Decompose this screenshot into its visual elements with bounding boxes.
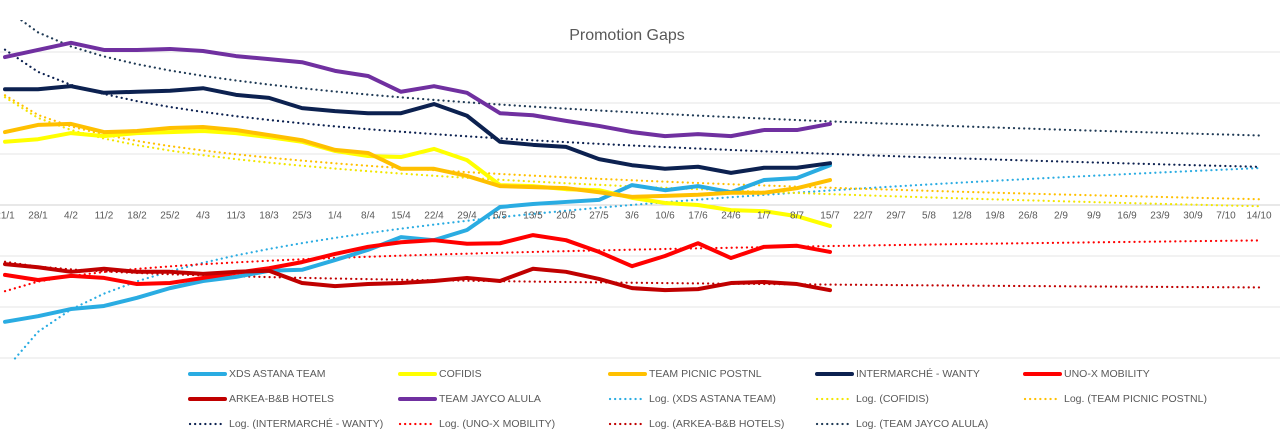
x-tick-label: 24/6 (721, 211, 741, 222)
x-tick-label: 11/3 (227, 211, 246, 222)
x-tick-label: 28/1 (28, 211, 48, 222)
x-tick-label: 23/9 (1150, 211, 1170, 222)
x-tick-label: 29/4 (457, 211, 477, 222)
series-line (3, 233, 832, 287)
x-tick-label: 21/1 (0, 211, 15, 222)
x-tick-label: 11/2 (95, 211, 114, 222)
x-tick-label: 19/8 (985, 211, 1005, 222)
x-tick-label: 20/5 (556, 211, 576, 222)
legend-label: INTERMARCHÉ - WANTY (856, 367, 980, 380)
legend-label: Log. (INTERMARCHÉ - WANTY) (229, 417, 383, 430)
trendline (12, 167, 1261, 360)
x-tick-label: 5/8 (922, 211, 936, 222)
legend-label: ARKEA-B&B HOTELS (229, 393, 334, 405)
x-tick-label: 14/10 (1246, 211, 1271, 222)
x-tick-label: 22/4 (424, 211, 444, 222)
x-tick-label: 18/3 (259, 211, 279, 222)
x-tick-label: 13/5 (523, 211, 543, 222)
x-tick-label: 18/2 (127, 211, 147, 222)
chart-title: Promotion Gaps (569, 27, 685, 44)
series-line (3, 262, 832, 293)
trendlines (3, 20, 1261, 360)
x-tick-label: 17/6 (688, 211, 708, 222)
legend-label: Log. (TEAM PICNIC POSTNL) (1064, 393, 1207, 405)
trendline (3, 96, 1261, 208)
x-tick-label: 15/7 (820, 211, 840, 222)
x-tick-label: 16/9 (1117, 211, 1137, 222)
x-tick-label: 7/10 (1216, 211, 1236, 222)
x-tick-label: 2/9 (1054, 211, 1068, 222)
legend-label: TEAM JAYCO ALULA (439, 393, 541, 405)
x-tick-label: 8/4 (361, 211, 375, 222)
series-lines (3, 40, 832, 324)
series-line (3, 121, 832, 199)
x-tick-label: 25/2 (160, 211, 180, 222)
trendline (19, 20, 1261, 137)
x-tick-label: 30/9 (1183, 211, 1203, 222)
legend-label: Log. (COFIDIS) (856, 393, 929, 405)
x-tick-label: 9/9 (1087, 211, 1101, 222)
x-tick-label: 25/3 (292, 211, 312, 222)
legend-label: XDS ASTANA TEAM (229, 368, 325, 380)
trendline (3, 48, 1261, 168)
x-tick-label: 8/7 (790, 211, 804, 222)
x-tick-label: 22/7 (853, 211, 873, 222)
x-tick-label: 1/4 (328, 211, 342, 222)
trendline (3, 94, 1261, 201)
legend-label: COFIDIS (439, 368, 482, 380)
series-line (3, 40, 832, 139)
grid (0, 51, 1280, 359)
x-tick-label: 27/5 (589, 211, 609, 222)
series-line (3, 129, 832, 228)
x-tick-label: 10/6 (655, 211, 675, 222)
legend-label: UNO-X MOBILITY (1064, 368, 1150, 380)
x-tick-label: 4/2 (64, 211, 78, 222)
x-tick-label: 1/7 (757, 211, 771, 222)
x-tick-label: 12/8 (952, 211, 972, 222)
x-tick-label: 15/4 (391, 211, 411, 222)
x-tick-label: 4/3 (196, 211, 210, 222)
x-tick-label: 26/8 (1018, 211, 1038, 222)
x-tick-label: 29/7 (886, 211, 906, 222)
legend-label: Log. (ARKEA-B&B HOTELS) (649, 418, 784, 430)
series-line (3, 84, 832, 175)
x-tick-label: 6/5 (493, 211, 507, 222)
legend: XDS ASTANA TEAM COFIDIS TEAM PICNIC POSTNL… (188, 367, 1207, 430)
legend-label: Log. (UNO-X MOBILITY) (439, 418, 555, 430)
legend-label: TEAM PICNIC POSTNL (649, 368, 762, 380)
x-tick-label: 3/6 (625, 211, 639, 222)
x-axis-labels: 21/1 28/1 4/2 11/2 18/2 25/2 4/3 11/3 18/3 25/3 1/… (0, 211, 1272, 222)
legend-label: Log. (TEAM JAYCO ALULA) (856, 418, 988, 430)
series-line (3, 163, 832, 324)
legend-label: Log. (XDS ASTANA TEAM) (649, 393, 776, 405)
